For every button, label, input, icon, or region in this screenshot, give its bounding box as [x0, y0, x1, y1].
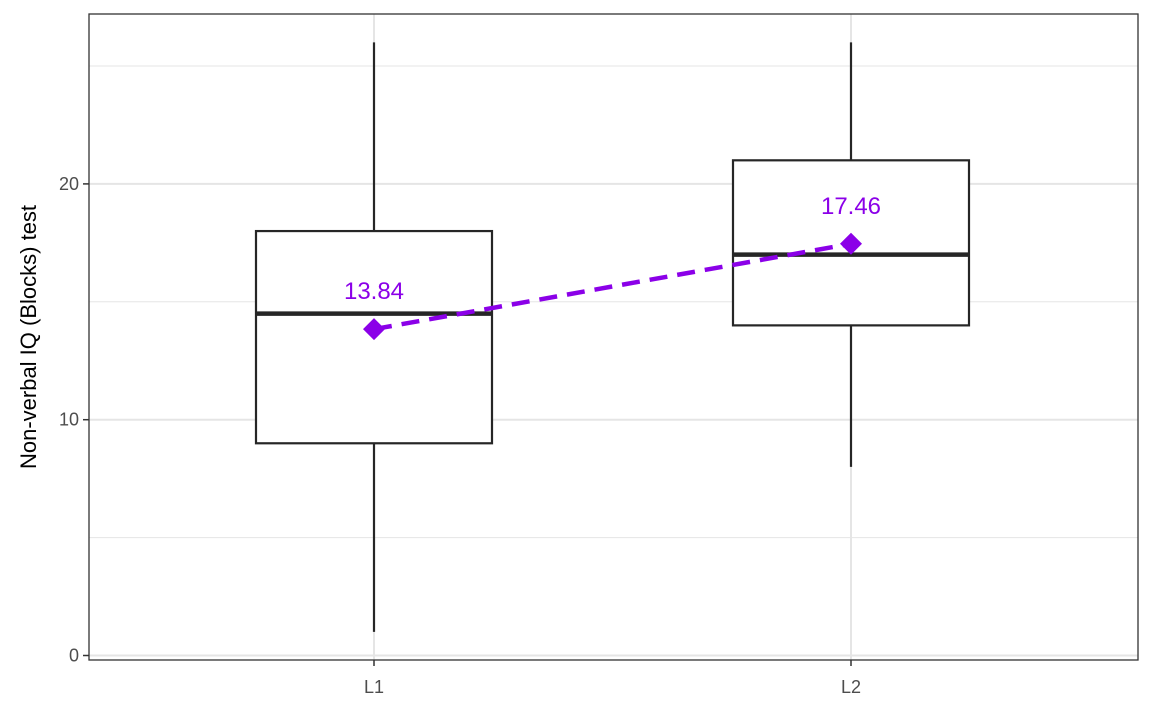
mean-label: 17.46: [821, 193, 881, 220]
mean-marker: [840, 232, 862, 255]
axis-layer: 0 10 20 L1 L2: [59, 174, 861, 697]
grid-layer: [89, 14, 1138, 660]
box-layer: [254, 42, 971, 632]
y-tick-label: 0: [69, 646, 79, 666]
mean-label: 13.84: [344, 278, 404, 305]
mean-layer: 13.84 17.46: [344, 193, 881, 341]
x-tick-label: L2: [841, 677, 861, 697]
x-tick-label: L1: [364, 677, 384, 697]
panel-border: [88, 13, 1139, 661]
y-axis-title: Non-verbal IQ (Blocks) test: [16, 205, 41, 469]
y-tick-label: 10: [59, 410, 79, 430]
mean-trend-line: [373, 241, 852, 332]
mean-marker: [363, 318, 385, 341]
y-tick-label: 20: [59, 174, 79, 194]
